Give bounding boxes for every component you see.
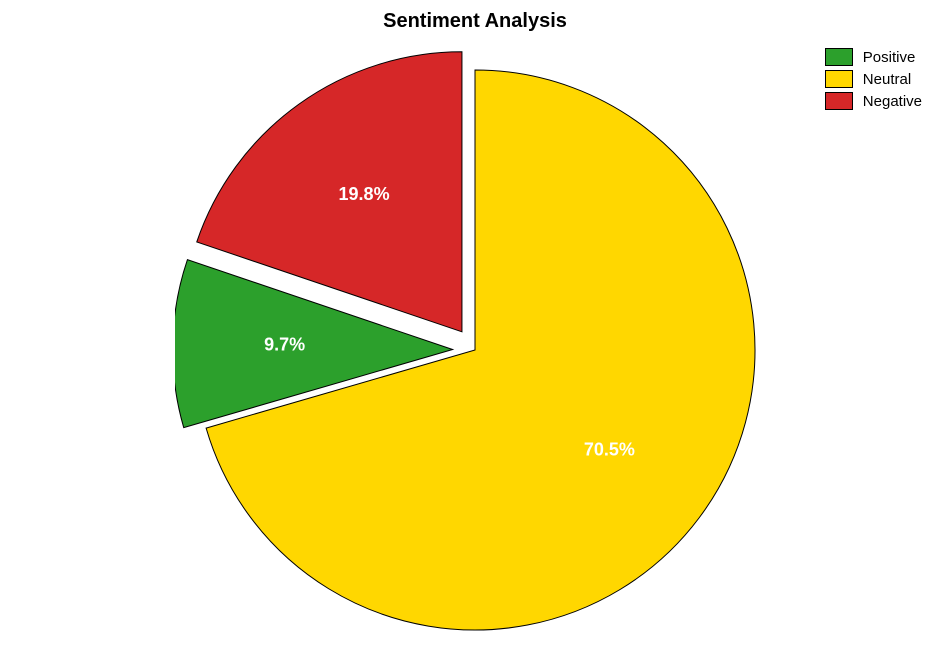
legend-label-positive: Positive: [863, 49, 916, 66]
legend-swatch-positive: [825, 48, 853, 66]
legend: Positive Neutral Negative: [825, 48, 922, 110]
legend-item-positive: Positive: [825, 48, 922, 66]
pie-label-negative: 19.8%: [339, 184, 390, 204]
legend-swatch-neutral: [825, 70, 853, 88]
pie-svg: 19.8% 9.7% 70.5%: [175, 50, 775, 650]
pie-chart: 19.8% 9.7% 70.5%: [175, 50, 775, 650]
legend-label-neutral: Neutral: [863, 71, 911, 88]
legend-item-negative: Negative: [825, 92, 922, 110]
legend-swatch-negative: [825, 92, 853, 110]
chart-title: Sentiment Analysis: [383, 10, 567, 33]
pie-label-neutral: 70.5%: [584, 440, 635, 460]
legend-item-neutral: Neutral: [825, 70, 922, 88]
legend-label-negative: Negative: [863, 93, 922, 110]
pie-label-positive: 9.7%: [264, 335, 305, 355]
